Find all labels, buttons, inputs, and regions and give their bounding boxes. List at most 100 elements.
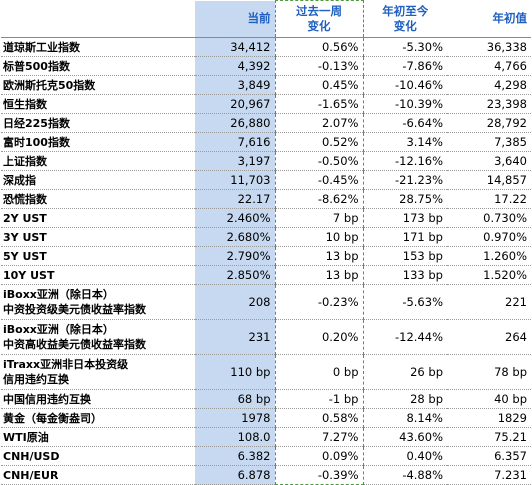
value-cell: 7.27% (274, 427, 364, 447)
label-text: 3Y UST (3, 230, 47, 244)
value-cell: 264 (447, 319, 531, 355)
table-row: 欧洲斯托克50指数 3,849 0.45% -10.46% 4,298 (1, 75, 531, 95)
value-cell: -8.62% (274, 189, 364, 209)
value-cell: 0.40% (363, 446, 447, 466)
value-cell: 75.21 (447, 427, 531, 447)
value-cell: 7 bp (274, 208, 364, 228)
value-cell: 4,766 (447, 56, 531, 76)
value-cell: 7,616 (195, 132, 275, 152)
value-cell: -21.23% (363, 170, 447, 190)
label-text: CNH/EUR (3, 468, 59, 482)
value-cell: 28 bp (363, 389, 447, 409)
value-cell: 110 bp (195, 354, 275, 390)
row-label: iTraxx亚洲非日本投资级 信用违约互换 (1, 354, 195, 390)
value-cell: -0.45% (274, 170, 364, 190)
value-cell: 3,849 (195, 75, 275, 95)
row-label: 恒生指数 (1, 94, 195, 114)
value-cell: 6.878 (195, 465, 275, 485)
header-text: 年初值 (492, 11, 528, 26)
label-text: 黄金（每金衡盎司） (3, 411, 102, 425)
row-label: WTI原油 (1, 427, 195, 447)
label-text: 2Y UST (3, 211, 47, 225)
table-row: 2Y UST 2.460% 7 bp 173 bp 0.730% (1, 208, 531, 228)
row-label: 欧洲斯托克50指数 (1, 75, 195, 95)
row-label: 3Y UST (1, 227, 195, 247)
table-row: 中国信用违约互换 68 bp -1 bp 28 bp 40 bp (1, 389, 531, 409)
value-cell: -6.64% (363, 113, 447, 133)
value-cell: -0.39% (274, 465, 364, 485)
value-cell: 2.460% (195, 208, 275, 228)
value-cell: -0.23% (274, 284, 364, 320)
value-cell: 8.14% (363, 408, 447, 428)
value-cell: 20,967 (195, 94, 275, 114)
header-text: 过去一周 (296, 4, 342, 18)
value-cell: 221 (447, 284, 531, 320)
table-row: 道琼斯工业指数 34,412 0.56% -5.30% 36,338 (1, 37, 531, 57)
value-cell: 173 bp (363, 208, 447, 228)
value-cell: 26,880 (195, 113, 275, 133)
value-cell: 153 bp (363, 246, 447, 266)
label-text: 中资高收益美元债收益率指数 (3, 338, 146, 351)
value-cell: 1.260% (447, 246, 531, 266)
value-cell: 0.45% (274, 75, 364, 95)
row-label: 恐慌指数 (1, 189, 195, 209)
row-label: 日经225指数 (1, 113, 195, 133)
value-cell: 133 bp (363, 265, 447, 285)
value-cell: 3.14% (363, 132, 447, 152)
row-label: 5Y UST (1, 246, 195, 266)
label-text: 中资投资级美元债收益率指数 (3, 303, 146, 316)
value-cell: 2.850% (195, 265, 275, 285)
row-label: 10Y UST (1, 265, 195, 285)
table-row: iTraxx亚洲非日本投资级 信用违约互换 110 bp 0 bp 26 bp 78 bp (1, 354, 531, 390)
value-cell: -1.65% (274, 94, 364, 114)
row-label: 富时100指数 (1, 132, 195, 152)
value-cell: 2.680% (195, 227, 275, 247)
table-row: CNH/EUR 6.878 -0.39% -4.88% 7.231 (1, 465, 531, 485)
value-cell: -12.44% (363, 319, 447, 355)
header-blank (1, 0, 195, 38)
value-cell: 1.520% (447, 265, 531, 285)
row-label: CNH/USD (1, 446, 195, 466)
label-text: 日经225指数 (3, 116, 70, 130)
value-cell: 2.07% (274, 113, 364, 133)
value-cell: -0.13% (274, 56, 364, 76)
value-cell: -1 bp (274, 389, 364, 409)
value-cell: 0.970% (447, 227, 531, 247)
value-cell: 43.60% (363, 427, 447, 447)
table-row: 10Y UST 2.850% 13 bp 133 bp 1.520% (1, 265, 531, 285)
label-text: 标普500指数 (3, 59, 70, 73)
value-cell: 28.75% (363, 189, 447, 209)
value-cell: 26 bp (363, 354, 447, 390)
label-text: iBoxx亚洲（除日本） (3, 288, 114, 301)
row-label: 上证指数 (1, 151, 195, 171)
value-cell: 11,703 (195, 170, 275, 190)
table-row: 5Y UST 2.790% 13 bp 153 bp 1.260% (1, 246, 531, 266)
label-text: 10Y UST (3, 268, 55, 282)
table-row: iBoxx亚洲（除日本） 中资投资级美元债收益率指数 208 -0.23% -5.63%… (1, 284, 531, 320)
value-cell: 6.382 (195, 446, 275, 466)
row-label: iBoxx亚洲（除日本） 中资投资级美元债收益率指数 (1, 284, 195, 320)
value-cell: 6.357 (447, 446, 531, 466)
value-cell: 0.56% (274, 37, 364, 57)
table-row: 黄金（每金衡盎司） 1978 0.58% 8.14% 1829 (1, 408, 531, 428)
header-text: 变化 (307, 19, 331, 33)
row-label: 黄金（每金衡盎司） (1, 408, 195, 428)
value-cell: 0 bp (274, 354, 364, 390)
label-text: iBoxx亚洲（除日本） (3, 323, 114, 336)
value-cell: 0.20% (274, 319, 364, 355)
row-label: CNH/EUR (1, 465, 195, 485)
header-cell: 当前 (195, 0, 275, 38)
value-cell: 17.22 (447, 189, 531, 209)
header-text: 变化 (393, 18, 417, 33)
label-text: iTraxx亚洲非日本投资级 (3, 358, 129, 371)
label-text: 信用违约互换 (3, 373, 69, 386)
value-cell: 23,398 (447, 94, 531, 114)
value-cell: -12.16% (363, 151, 447, 171)
table-row: 恒生指数 20,967 -1.65% -10.39% 23,398 (1, 94, 531, 114)
value-cell: -10.39% (363, 94, 447, 114)
value-cell: 40 bp (447, 389, 531, 409)
value-cell: 231 (195, 319, 275, 355)
value-cell: 78 bp (447, 354, 531, 390)
